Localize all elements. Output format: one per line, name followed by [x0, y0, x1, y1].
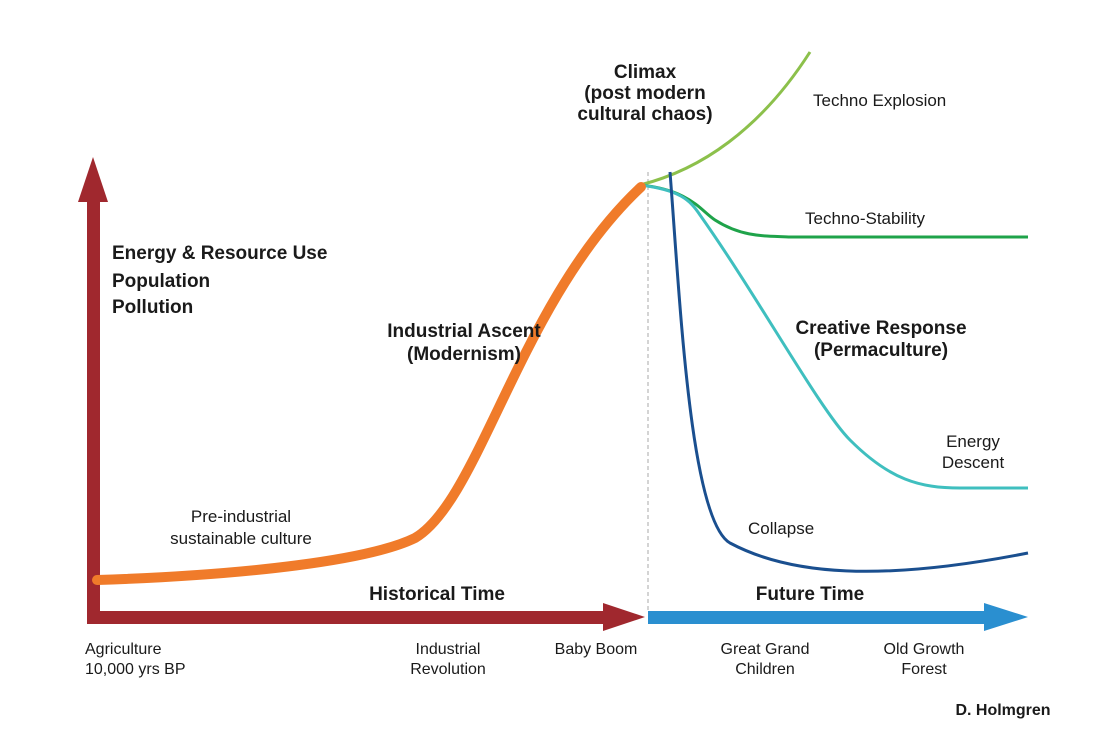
x-label: Baby Boom: [555, 641, 638, 658]
x-label: Forest: [901, 661, 947, 678]
axis-title: Future Time: [756, 584, 864, 605]
x-label: Industrial: [416, 641, 481, 658]
historical-axis-arrowhead: [603, 603, 645, 631]
stage-label: Industrial Ascent: [387, 321, 541, 342]
scenario-label: Creative Response: [795, 318, 966, 339]
x-label: Great Grand: [721, 641, 810, 658]
stage-label: sustainable culture: [170, 529, 312, 548]
x-label: Revolution: [410, 661, 486, 678]
stage-label: (Modernism): [407, 344, 521, 365]
y-axis-arrowhead: [78, 157, 108, 202]
x-label: Children: [735, 661, 795, 678]
techno-explosion-curve: [639, 51, 812, 187]
x-label: Agriculture: [85, 641, 162, 658]
historical-curve: [92, 182, 646, 585]
scenario-label: Techno Explosion: [813, 91, 946, 110]
energy-descent-curve: [639, 183, 1028, 490]
stage-label: (post modern: [584, 83, 705, 104]
scenario-label: Energy: [946, 432, 1000, 451]
y-axis-label: Pollution: [112, 297, 193, 318]
scenario-label: (Permaculture): [814, 340, 948, 361]
stage-label: Pre-industrial: [191, 507, 291, 526]
y-axis-label: Energy & Resource Use: [112, 243, 327, 264]
future-axis-arrowhead: [984, 603, 1028, 631]
credit: D. Holmgren: [955, 702, 1050, 719]
scenario-label: Descent: [942, 453, 1005, 472]
stage-label: cultural chaos): [577, 104, 712, 125]
scenario-label: Collapse: [748, 519, 814, 538]
axis-title: Historical Time: [369, 584, 505, 605]
x-label: 10,000 yrs BP: [85, 661, 186, 678]
y-axis-label: Population: [112, 271, 210, 292]
scenario-label: Techno-Stability: [805, 209, 926, 228]
future-axis-shaft: [648, 611, 988, 624]
stage-label: Climax: [614, 62, 677, 83]
collapse-curve: [668, 171, 1029, 573]
y-axis-shaft: [87, 195, 100, 623]
historical-axis-shaft: [87, 611, 607, 624]
x-label: Old Growth: [884, 641, 965, 658]
